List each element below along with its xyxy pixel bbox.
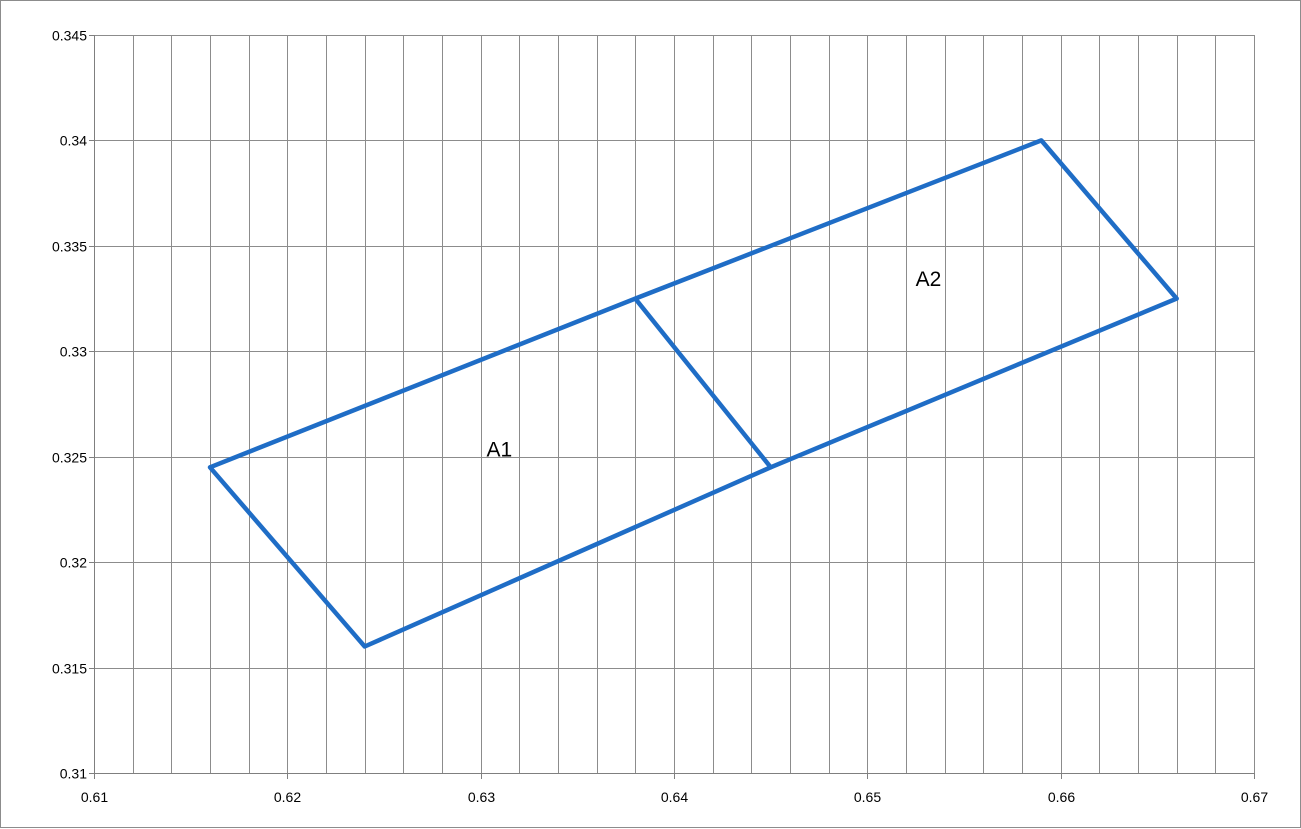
series-layer (207, 138, 1179, 649)
y-tick-label: 0.32 (60, 555, 87, 571)
x-tick-label: 0.63 (468, 789, 495, 805)
y-tick-label: 0.315 (52, 661, 87, 677)
y-tick-label: 0.33 (60, 344, 87, 360)
y-tick-label: 0.345 (52, 28, 87, 44)
x-tick-label: 0.61 (81, 789, 108, 805)
region-label-a2: A2 (916, 268, 942, 291)
x-tick-label: 0.67 (1241, 789, 1268, 805)
tick-labels: 0.31 0.315 0.32 0.325 0.33 0.335 0.34 0.345 0.61… (52, 28, 1268, 806)
y-tick-label: 0.34 (60, 133, 87, 149)
y-tick-label: 0.31 (60, 766, 87, 782)
grid (94, 35, 1255, 773)
x-tick-label: 0.64 (661, 789, 688, 805)
y-tick-label: 0.335 (52, 239, 87, 255)
annotations: A1 A2 (486, 268, 941, 462)
x-tick-label: 0.62 (274, 789, 301, 805)
x-tick-label: 0.66 (1048, 789, 1075, 805)
y-tick-label: 0.325 (52, 450, 87, 466)
series-line-1 (207, 138, 1179, 649)
axes (89, 35, 1255, 779)
x-tick-label: 0.65 (854, 789, 881, 805)
region-label-a1: A1 (486, 439, 512, 462)
series-line-2 (633, 296, 773, 470)
